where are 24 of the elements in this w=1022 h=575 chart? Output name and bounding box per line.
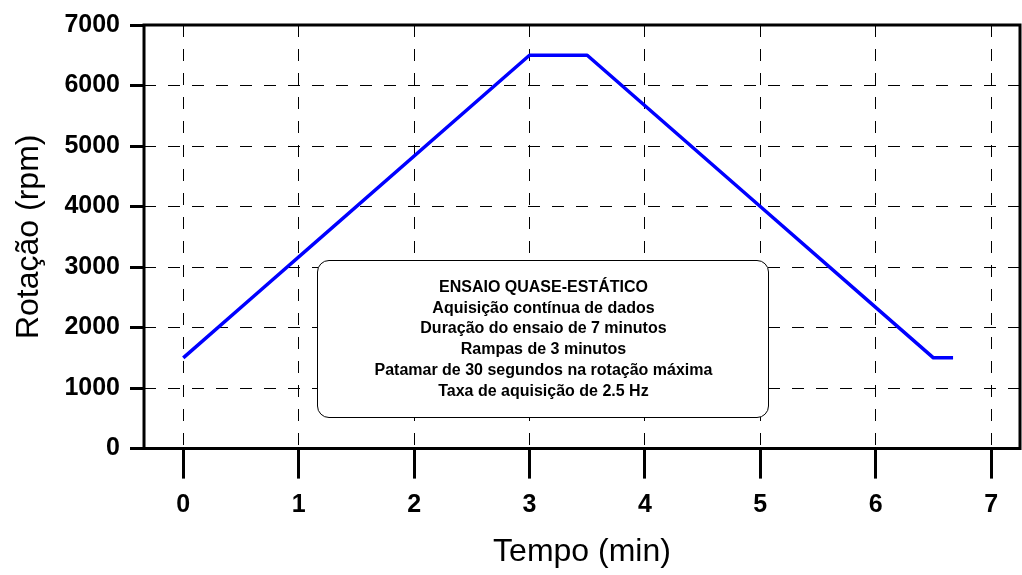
y-tick-label: 7000: [64, 8, 121, 37]
x-tick-label: 5: [753, 489, 768, 518]
annotation: Aquisição contínua de dados: [432, 297, 655, 318]
x-tick-label: 4: [637, 489, 652, 518]
x-axis-title: Tempo (min): [493, 531, 671, 568]
y-tick-label: 1000: [64, 371, 121, 400]
annotation: ENSAIO QUASE-ESTÁTICO: [439, 276, 648, 297]
annotation: Patamar de 30 segundos na rotação máxima: [374, 359, 713, 380]
y-tick-label: 6000: [64, 69, 121, 98]
annotation: Rampas de 3 minutos: [460, 339, 627, 360]
y-tick-label: 2000: [64, 311, 121, 340]
x-tick-label: 2: [407, 489, 422, 518]
y-tick-label: 3000: [64, 250, 121, 279]
annotation: Taxa de aquisição de 2.5 Hz: [438, 380, 649, 401]
y-tick-label: 5000: [64, 129, 121, 158]
x-tick-label: 6: [868, 489, 883, 518]
y-tick-label: 0: [106, 432, 121, 461]
x-tick-label: 1: [291, 489, 306, 518]
annotation: Duração do ensaio de 7 minutos: [420, 318, 667, 339]
x-tick-label: 7: [984, 489, 999, 518]
y-tick-label: 4000: [64, 190, 121, 219]
y-axis-title: Rotação (rpm): [9, 134, 46, 340]
x-tick-label: 3: [522, 489, 537, 518]
x-tick-label: 0: [176, 489, 191, 518]
